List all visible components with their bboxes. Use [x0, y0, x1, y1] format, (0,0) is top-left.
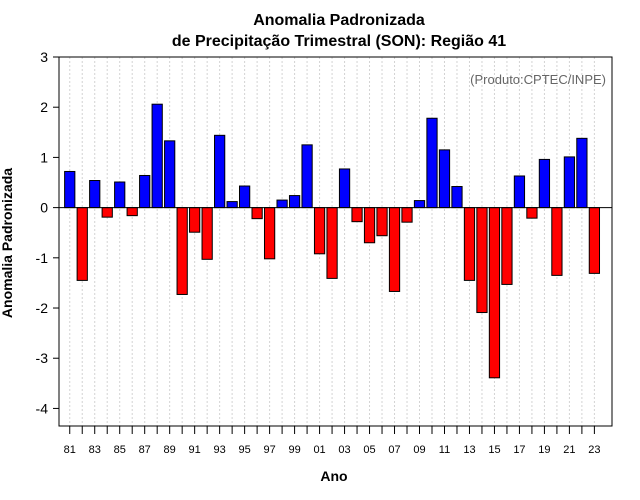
credit-label: (Produto:CPTEC/INPE) [470, 72, 606, 87]
y-axis: -4 -3 -2 -1 0 1 2 3 [36, 49, 59, 416]
x-tick-label: 07 [388, 444, 400, 456]
bar-1993 [214, 134, 226, 209]
plot-frame [58, 56, 613, 427]
bar-1981 [64, 170, 76, 209]
y-tick-label: -4 [36, 400, 49, 416]
bar-1996 [251, 207, 263, 220]
y-tick-label: 0 [40, 200, 48, 216]
bar-1984 [101, 207, 113, 218]
chart-title-line-1: Anomalia Padronizada [253, 12, 425, 29]
bar-1991 [189, 207, 201, 233]
x-tick-label: 91 [189, 444, 201, 456]
x-tick-label: 23 [588, 444, 600, 456]
bar-2005 [363, 207, 376, 244]
x-tick-label: 13 [463, 444, 475, 456]
bars [64, 103, 601, 379]
bar-2019 [538, 158, 551, 209]
bar-2001 [313, 207, 326, 255]
x-tick-label: 01 [313, 444, 325, 456]
bar-2023 [588, 207, 601, 274]
bar-2022 [576, 137, 588, 209]
x-tick-label: 21 [563, 444, 575, 456]
x-tick-label: 89 [164, 444, 176, 456]
bar-2008 [401, 207, 413, 223]
y-tick-label: -3 [36, 350, 49, 366]
bar-1999 [288, 195, 301, 209]
x-tick-label: 95 [238, 444, 250, 456]
bar-2007 [388, 207, 401, 292]
bar-2006 [376, 207, 388, 237]
x-tick-label: 15 [488, 444, 500, 456]
bar-2015 [488, 207, 501, 379]
y-tick-label: 3 [40, 49, 48, 65]
y-axis-title: Anomalia Padronizada [0, 168, 15, 318]
x-tick-label: 17 [513, 444, 525, 456]
bar-1989 [164, 140, 176, 209]
bar-2017 [513, 175, 526, 209]
x-axis: 81 83 85 87 89 91 93 95 97 99 01 03 05 07 09 11 13 15 17 19… [64, 426, 601, 456]
y-tick-label: 2 [40, 99, 48, 115]
bar-2013 [463, 207, 476, 281]
bar-2000 [301, 144, 313, 209]
bar-1995 [239, 185, 251, 209]
x-tick-label: 09 [413, 444, 425, 456]
bar-2021 [563, 156, 576, 209]
bar-2009 [413, 200, 426, 209]
bar-1982 [76, 207, 88, 281]
x-tick-label: 03 [338, 444, 350, 456]
x-axis-title: Ano [320, 468, 347, 484]
bar-2011 [438, 149, 451, 209]
bar-2016 [501, 207, 513, 285]
bar-2010 [426, 117, 438, 209]
x-tick-label: 81 [64, 444, 76, 456]
bar-2020 [551, 207, 563, 276]
bar-1987 [139, 174, 151, 209]
bar-1990 [176, 207, 188, 295]
chart-title-line-2: de Precipitação Trimestral (SON): Região… [172, 33, 506, 50]
bar-1985 [114, 181, 126, 209]
x-tick-label: 85 [114, 444, 126, 456]
bar-1997 [263, 207, 276, 260]
bar-2004 [351, 207, 363, 223]
bar-1983 [89, 180, 101, 209]
x-tick-label: 11 [439, 444, 450, 456]
bar-2014 [476, 207, 488, 314]
bar-1998 [276, 199, 288, 209]
x-tick-label: 97 [263, 444, 275, 456]
bar-1994 [226, 201, 238, 209]
bar-2018 [526, 207, 538, 219]
x-tick-label: 87 [139, 444, 151, 456]
bar-2003 [338, 168, 351, 209]
bar-1988 [151, 103, 163, 209]
x-tick-label: 19 [538, 444, 550, 456]
x-tick-label: 93 [214, 444, 226, 456]
bar-2002 [326, 207, 338, 279]
bar-1986 [126, 207, 138, 217]
y-tick-label: -1 [36, 250, 49, 266]
bar-2012 [451, 186, 463, 209]
bar-1992 [201, 207, 213, 260]
y-tick-label: -2 [36, 300, 49, 316]
y-tick-label: 1 [40, 149, 48, 165]
x-tick-label: 99 [288, 444, 300, 456]
x-tick-label: 05 [363, 444, 375, 456]
x-tick-label: 83 [89, 444, 101, 456]
